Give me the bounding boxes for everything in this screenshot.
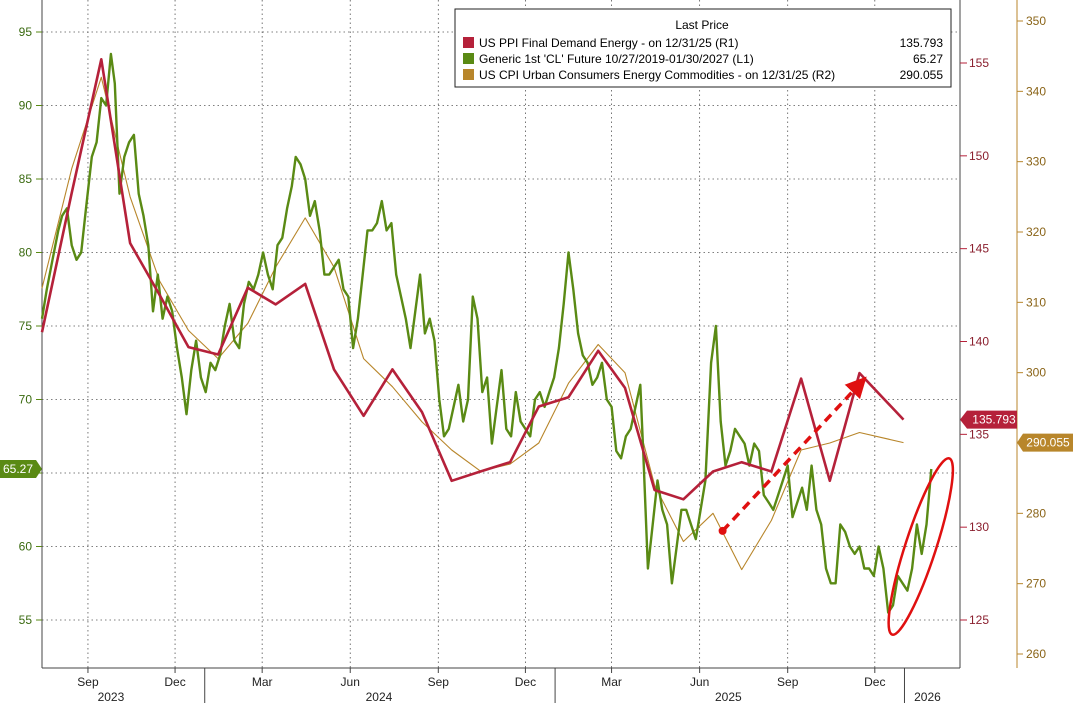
annotations bbox=[718, 376, 955, 636]
grid-lines bbox=[42, 0, 960, 668]
right2-tick-label: 320 bbox=[1026, 225, 1046, 239]
legend-entry-value: 135.793 bbox=[900, 36, 944, 50]
x-tick-label: Sep bbox=[428, 675, 450, 689]
left-tick-label: 85 bbox=[19, 172, 33, 186]
legend-swatch bbox=[463, 69, 474, 80]
year-label: 2023 bbox=[98, 690, 125, 703]
right1-tick-label: 130 bbox=[969, 520, 989, 534]
legend-entry-value: 65.27 bbox=[913, 52, 943, 66]
series-line-right2 bbox=[41, 76, 904, 571]
x-tick-label: Dec bbox=[864, 675, 885, 689]
right1-tick-label: 140 bbox=[969, 335, 989, 349]
legend-entry-label: Generic 1st 'CL' Future 10/27/2019-01/30… bbox=[479, 52, 754, 66]
left-tick-label: 80 bbox=[19, 246, 33, 260]
right1-tick-label: 125 bbox=[969, 613, 989, 627]
right1-tick-label: 145 bbox=[969, 242, 989, 256]
left-tick-label: 90 bbox=[19, 99, 33, 113]
x-tick-label: Mar bbox=[601, 675, 622, 689]
right2-tick-label: 270 bbox=[1026, 577, 1046, 591]
left-tick-label: 95 bbox=[19, 25, 33, 39]
right2-tick-label: 330 bbox=[1026, 155, 1046, 169]
right2-tick-label: 340 bbox=[1026, 84, 1046, 98]
left-tick-label: 75 bbox=[19, 319, 33, 333]
x-tick-label: Jun bbox=[341, 675, 360, 689]
year-label: 2026 bbox=[914, 690, 941, 703]
left-value-tag bbox=[0, 460, 42, 479]
last-value-tags: 65.27 135.793 290.055 bbox=[0, 410, 1073, 479]
left-value-tag-label: 65.27 bbox=[3, 462, 33, 476]
left-tick-label: 55 bbox=[19, 613, 33, 627]
legend-swatch bbox=[463, 53, 474, 64]
right2-tick-label: 310 bbox=[1026, 295, 1046, 309]
series-line-right1 bbox=[40, 57, 905, 501]
legend-title: Last Price bbox=[675, 18, 729, 32]
legend: Last Price US PPI Final Demand Energy - o… bbox=[454, 8, 952, 88]
x-tick-label: Dec bbox=[515, 675, 536, 689]
legend-entry-value: 290.055 bbox=[900, 68, 944, 82]
right2-value-tag bbox=[1017, 433, 1073, 452]
series-group bbox=[40, 52, 933, 614]
x-tick-label: Sep bbox=[77, 675, 99, 689]
left-tick-label: 70 bbox=[19, 393, 33, 407]
right2-tick-label: 300 bbox=[1026, 366, 1046, 380]
right1-tick-label: 135 bbox=[969, 427, 989, 441]
legend-box bbox=[454, 8, 952, 88]
right2-value-tag-label: 290.055 bbox=[1026, 436, 1070, 450]
right1-value-tag bbox=[960, 410, 1017, 429]
trend-arrow bbox=[721, 376, 867, 533]
left-tick-label: 60 bbox=[19, 540, 33, 554]
year-label: 2024 bbox=[366, 690, 393, 703]
legend-entry-label: US PPI Final Demand Energy - on 12/31/25… bbox=[479, 36, 738, 50]
legend-entry-label: US CPI Urban Consumers Energy Commoditie… bbox=[479, 68, 835, 82]
x-tick-label: Jun bbox=[690, 675, 709, 689]
x-tick-label: Dec bbox=[164, 675, 185, 689]
highlight-ellipse bbox=[887, 457, 955, 636]
series-line-left bbox=[40, 52, 933, 614]
right2-tick-label: 260 bbox=[1026, 647, 1046, 661]
right1-tick-label: 155 bbox=[969, 56, 989, 70]
right1-value-tag-label: 135.793 bbox=[972, 413, 1016, 427]
year-label: 2025 bbox=[715, 690, 742, 703]
x-tick-label: Sep bbox=[777, 675, 799, 689]
right2-tick-label: 350 bbox=[1026, 14, 1046, 28]
x-tick-label: Mar bbox=[252, 675, 273, 689]
legend-swatch bbox=[463, 37, 474, 48]
right2-tick-label: 280 bbox=[1026, 506, 1046, 520]
right1-tick-label: 150 bbox=[969, 149, 989, 163]
